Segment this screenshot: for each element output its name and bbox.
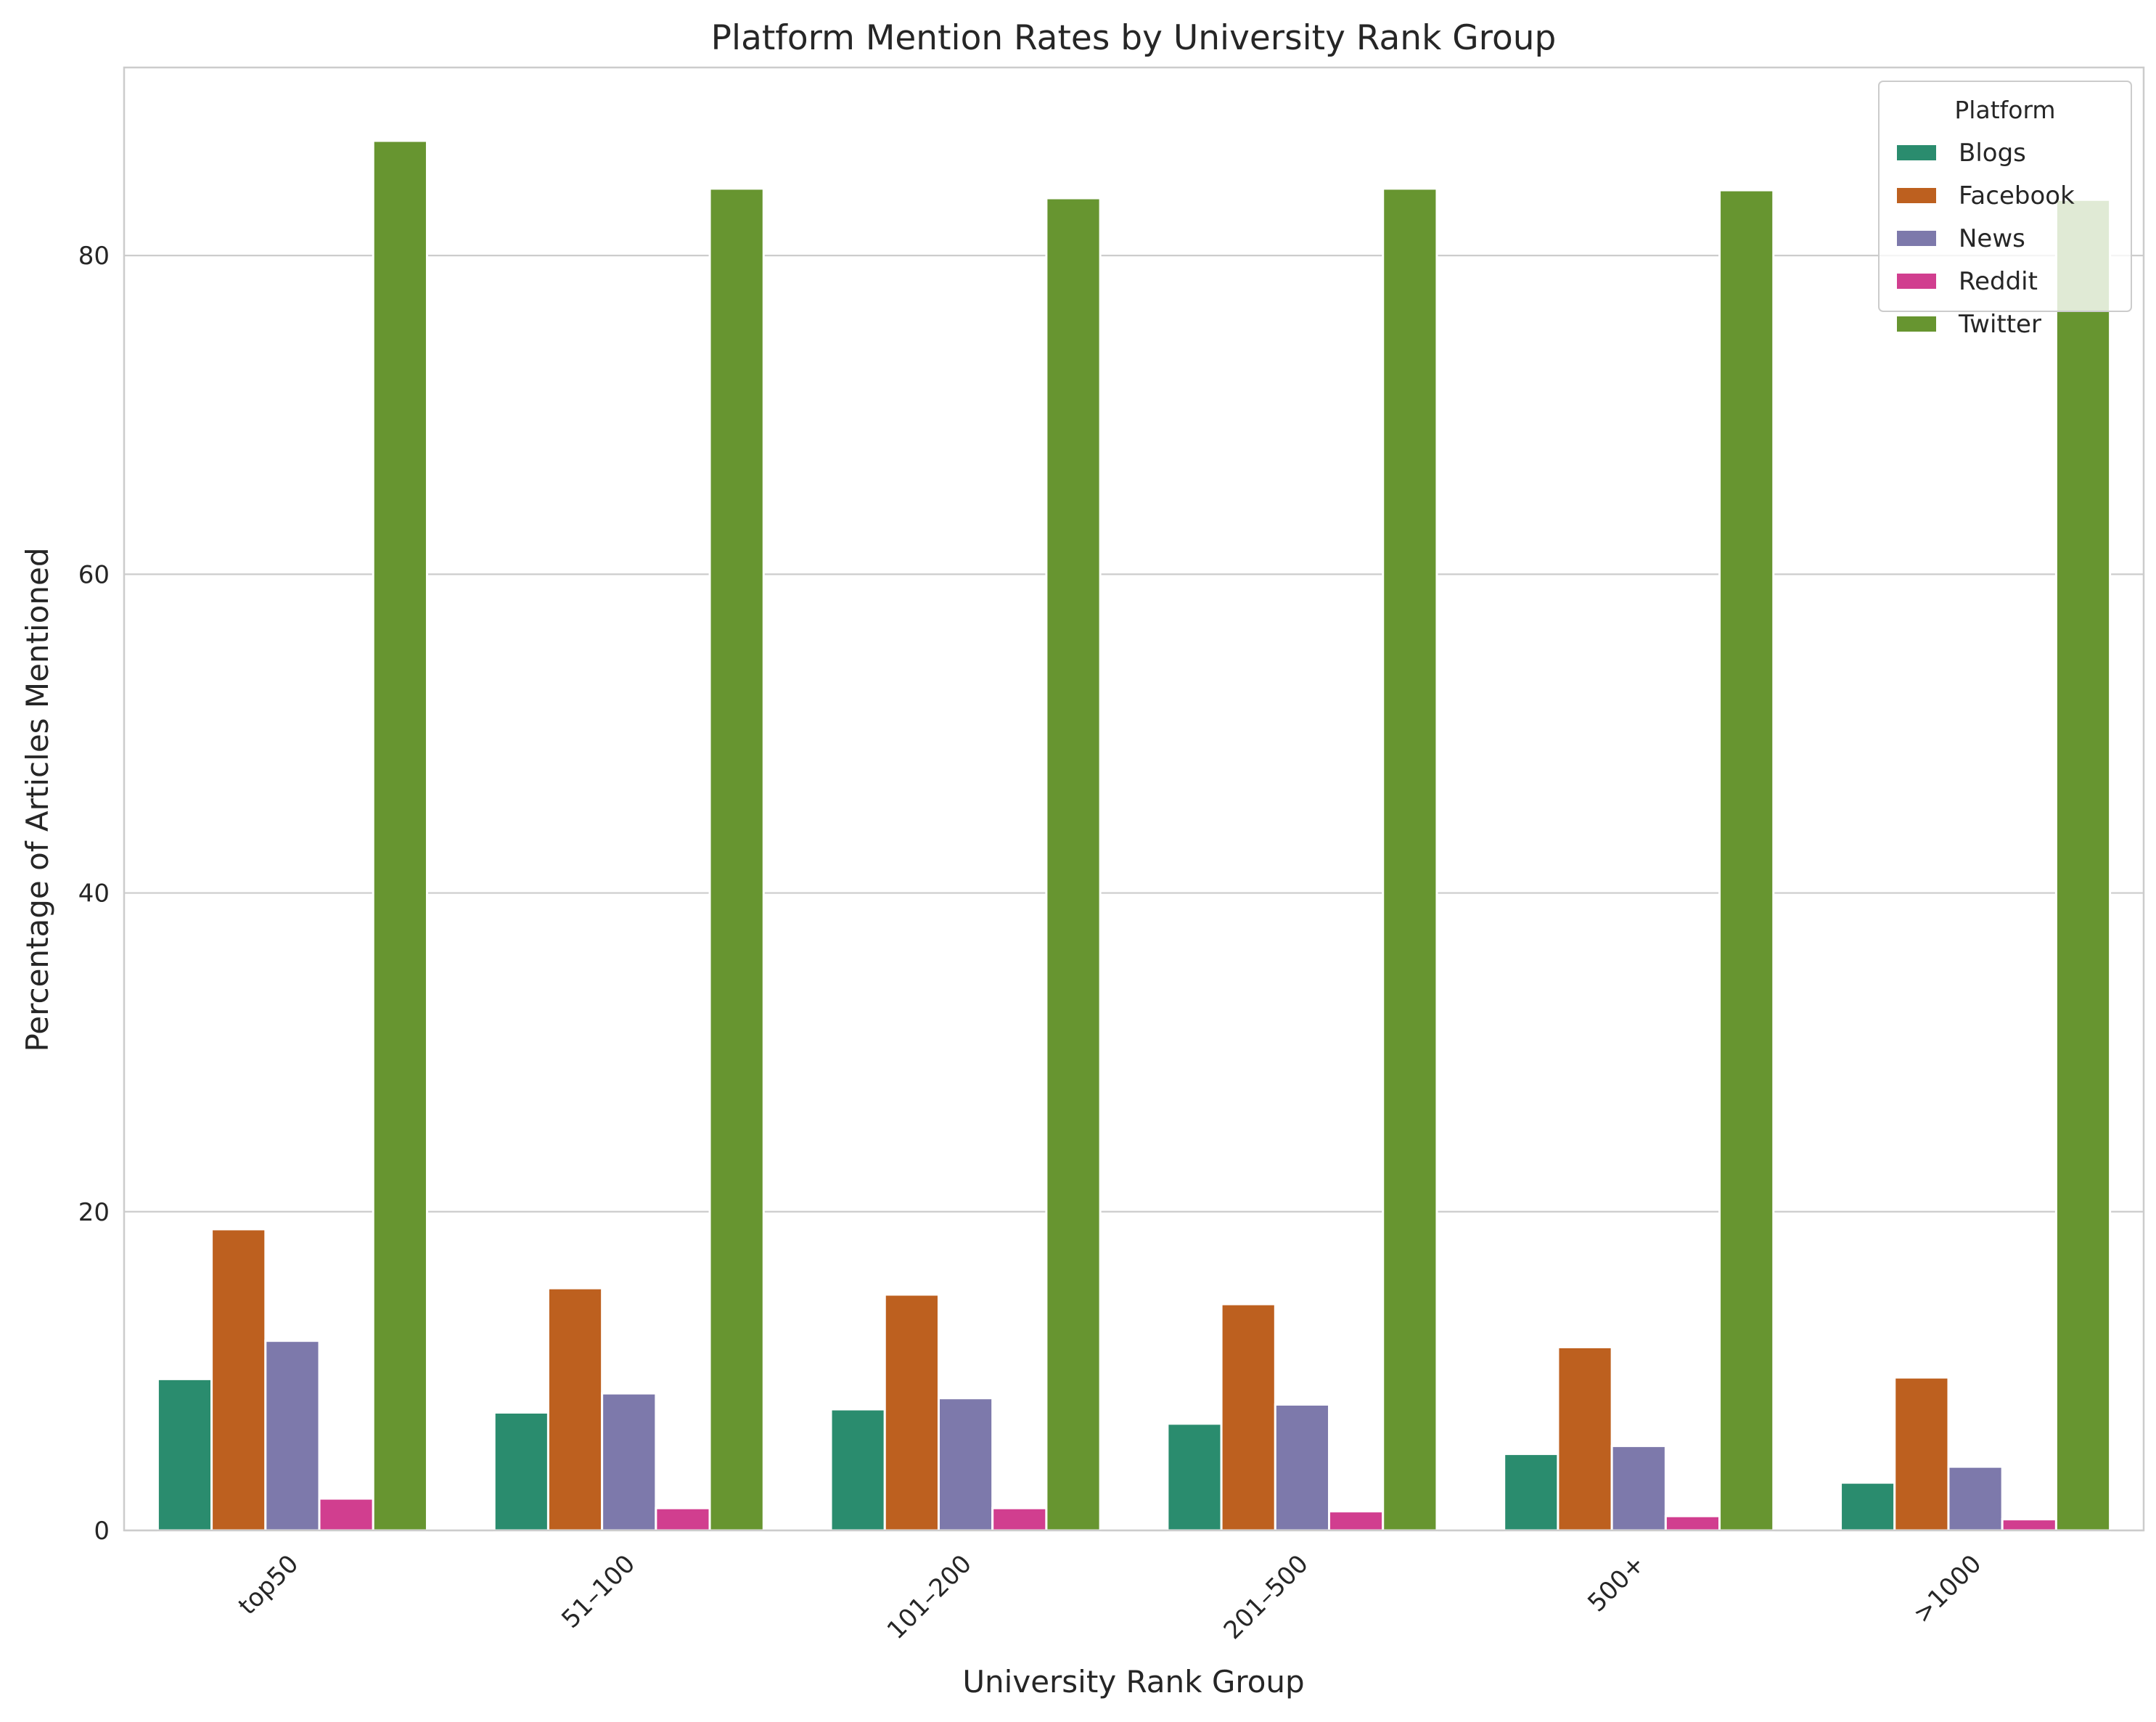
- bar-blogs: [1166, 1422, 1223, 1532]
- bar-facebook: [1557, 1345, 1613, 1532]
- bar-facebook: [883, 1293, 940, 1532]
- bar-reddit: [1664, 1514, 1721, 1532]
- legend-swatch-facebook: [1897, 188, 1936, 203]
- bar-news: [1610, 1445, 1667, 1532]
- bar-twitter: [372, 139, 428, 1532]
- bar-facebook: [1220, 1303, 1276, 1532]
- bar-news: [601, 1392, 657, 1532]
- legend-box: [1878, 81, 2132, 312]
- bar-twitter: [1718, 189, 1775, 1532]
- x-tick-labels: top50 51–100 101–200 201–500 500+ >1000: [233, 1549, 1987, 1645]
- x-tick-label: 500+: [1582, 1549, 1650, 1618]
- bar-twitter: [1045, 197, 1102, 1532]
- y-tick-label: 40: [78, 880, 110, 909]
- bar-news: [1947, 1465, 2004, 1532]
- bar-news: [937, 1397, 994, 1532]
- y-tick-labels: 0 20 40 60 80: [78, 242, 110, 1546]
- x-tick-label: 101–200: [882, 1549, 977, 1645]
- bar-facebook: [1893, 1376, 1950, 1532]
- legend-label-twitter: Twitter: [1958, 310, 2041, 339]
- y-axis-label: Percentage of Articles Mentioned: [20, 547, 55, 1051]
- legend-swatch-reddit: [1897, 274, 1936, 289]
- x-tick-label: top50: [233, 1549, 304, 1620]
- bar-news: [264, 1340, 321, 1532]
- y-tick-label: 20: [78, 1198, 110, 1227]
- legend-swatch-blogs: [1897, 145, 1936, 160]
- x-axis-label: University Rank Group: [962, 1664, 1304, 1700]
- bar-news: [1274, 1403, 1331, 1532]
- bar-reddit: [991, 1506, 1048, 1532]
- bar-blogs: [1503, 1453, 1559, 1532]
- plot-frame: [123, 66, 2145, 1532]
- bar-twitter: [2054, 198, 2112, 1532]
- bar-facebook: [546, 1287, 604, 1532]
- bar-blogs: [1840, 1481, 1896, 1532]
- chart-title: Platform Mention Rates by University Ran…: [711, 18, 1557, 58]
- bar-reddit: [318, 1497, 374, 1532]
- bar-blogs: [829, 1408, 886, 1532]
- y-tick-label: 60: [78, 560, 110, 589]
- legend-title: Platform: [1954, 96, 2055, 124]
- x-tick-label: 51–100: [556, 1549, 641, 1634]
- bar-twitter: [1382, 187, 1438, 1532]
- bar-blogs: [156, 1377, 213, 1532]
- legend-label-reddit: Reddit: [1959, 267, 2038, 296]
- x-tick-label: 201–500: [1218, 1549, 1314, 1645]
- legend-label-facebook: Facebook: [1959, 181, 2075, 210]
- legend: Platform Blogs Facebook News Reddit Twitter: [1878, 81, 2132, 339]
- legend-label-news: News: [1959, 224, 2025, 253]
- bar-blogs: [493, 1411, 549, 1532]
- bar-twitter: [708, 187, 765, 1532]
- x-tick-label: >1000: [1908, 1549, 1988, 1629]
- legend-swatch-twitter: [1897, 316, 1936, 332]
- legend-entries: Blogs Facebook News Reddit Twitter: [1897, 139, 2075, 339]
- legend-swatch-news: [1897, 231, 1936, 246]
- bar-reddit: [1328, 1510, 1385, 1532]
- bar-reddit: [2001, 1518, 2057, 1532]
- bars: [156, 139, 2112, 1532]
- y-tick-label: 80: [78, 242, 110, 271]
- y-tick-label: 0: [94, 1517, 110, 1546]
- legend-label-blogs: Blogs: [1959, 139, 2026, 168]
- bar-facebook: [210, 1228, 267, 1532]
- bar-reddit: [655, 1506, 711, 1532]
